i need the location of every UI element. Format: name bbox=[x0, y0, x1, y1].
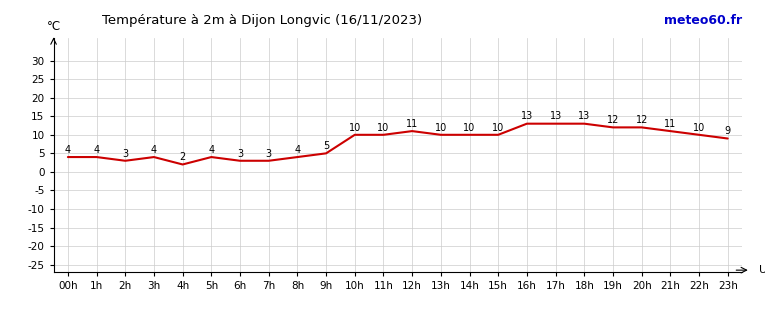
Text: 3: 3 bbox=[265, 148, 272, 158]
Text: 5: 5 bbox=[323, 141, 329, 151]
Text: 10: 10 bbox=[492, 123, 504, 132]
Text: 10: 10 bbox=[464, 123, 476, 132]
Text: 10: 10 bbox=[693, 123, 705, 132]
Text: 4: 4 bbox=[65, 145, 71, 155]
Text: 3: 3 bbox=[122, 148, 129, 158]
Text: 12: 12 bbox=[636, 115, 648, 125]
Text: 4: 4 bbox=[208, 145, 214, 155]
Text: 13: 13 bbox=[578, 111, 591, 122]
Text: 2: 2 bbox=[180, 152, 186, 162]
Text: 13: 13 bbox=[521, 111, 533, 122]
Text: 4: 4 bbox=[151, 145, 157, 155]
Text: 10: 10 bbox=[435, 123, 447, 132]
Text: 12: 12 bbox=[607, 115, 619, 125]
Text: 4: 4 bbox=[93, 145, 99, 155]
Text: 11: 11 bbox=[406, 119, 418, 129]
Text: 11: 11 bbox=[664, 119, 676, 129]
Text: UTC: UTC bbox=[759, 265, 765, 275]
Text: 9: 9 bbox=[724, 126, 731, 136]
Text: 10: 10 bbox=[349, 123, 361, 132]
Text: 3: 3 bbox=[237, 148, 243, 158]
Text: °C: °C bbox=[47, 20, 60, 33]
Text: 10: 10 bbox=[377, 123, 389, 132]
Text: 13: 13 bbox=[549, 111, 562, 122]
Text: 4: 4 bbox=[295, 145, 301, 155]
Text: meteo60.fr: meteo60.fr bbox=[664, 14, 742, 27]
Text: Température à 2m à Dijon Longvic (16/11/2023): Température à 2m à Dijon Longvic (16/11/… bbox=[102, 14, 422, 27]
